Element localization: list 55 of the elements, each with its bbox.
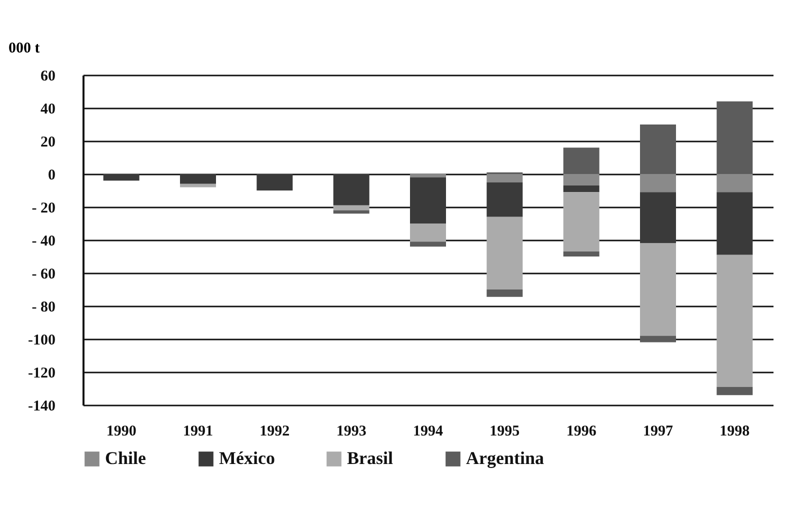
y-tick-label: 40 [40,102,56,118]
bar [640,243,676,336]
bar [410,174,446,178]
y-tick-label: 20 [40,134,56,150]
x-tick-label: 1996 [566,424,597,440]
bar [333,210,370,214]
bar [640,192,676,244]
bar [410,177,446,224]
bar [103,174,140,181]
bar [486,290,523,297]
y-tick-label: - 60 [32,266,56,282]
bar [180,184,216,188]
bar [716,192,753,255]
legend-label: Argentina [466,448,544,468]
legend-label: Chile [105,448,146,468]
bar [256,174,293,190]
y-axis-title: 000 t [8,40,40,56]
bar [716,101,753,174]
bar [563,174,600,186]
legend-label: Brasil [347,448,394,468]
x-tick-label: 1990 [106,424,136,440]
bar [486,216,523,290]
bar [640,124,676,174]
y-tick-label: 60 [40,68,56,84]
x-tick-label: 1998 [720,424,750,440]
bar [410,242,446,247]
y-tick-label: 0 [48,168,56,184]
bar [563,252,600,256]
y-tick-label: - 80 [32,300,56,316]
x-tick-label: 1993 [336,424,366,440]
bar [410,224,446,242]
bar [640,336,676,342]
x-tick-label: 1992 [260,424,290,440]
bar [640,174,676,192]
x-tick-label: 1997 [643,424,674,440]
x-tick-label: 1995 [490,424,520,440]
bar [333,205,370,210]
bar [486,174,523,182]
y-tick-label: - 20 [32,200,56,216]
bar [716,386,753,396]
bar [486,182,523,217]
y-tick-label: -140 [28,398,56,414]
bar [180,174,216,184]
y-tick-label: -100 [28,332,56,348]
bar [333,174,370,206]
bar [716,174,753,192]
bar [563,186,600,192]
y-tick-label: - 40 [32,234,56,250]
bar [716,254,753,387]
bar [563,148,600,174]
x-tick-label: 1994 [413,424,444,440]
y-tick-label: -120 [28,366,56,382]
x-tick-label: 1991 [183,424,213,440]
bar [563,192,600,252]
legend-label: México [219,448,275,468]
